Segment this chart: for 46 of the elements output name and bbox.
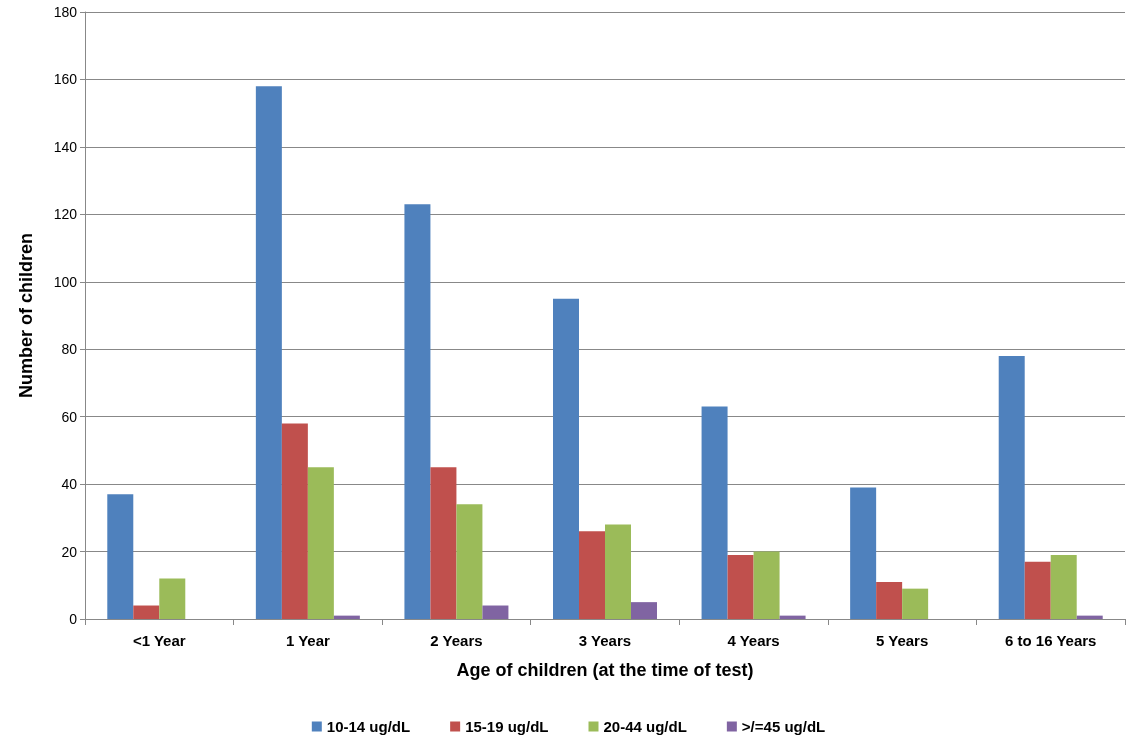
bar: [850, 487, 877, 619]
legend-label: 15-19 ug/dL: [465, 718, 549, 735]
x-tick-label: 5 Years: [876, 632, 929, 649]
bar: [605, 524, 631, 619]
bar: [876, 581, 903, 619]
y-tick-label: 140: [53, 138, 78, 155]
x-tick-label: 3 Years: [578, 632, 632, 649]
y-tick-label: 80: [61, 341, 78, 358]
bar: [456, 504, 483, 619]
y-tick-label: 160: [53, 71, 78, 88]
y-tick-label: 60: [61, 408, 78, 425]
bar: [727, 554, 754, 619]
bar: [701, 406, 728, 619]
bar: [281, 423, 308, 619]
y-tick-label: 100: [53, 273, 78, 290]
x-tick-label: 4 Years: [727, 632, 780, 649]
y-tick-label: 0: [69, 611, 78, 627]
bar: [631, 602, 657, 619]
x-tick-label: 1 Year: [285, 632, 330, 649]
bar: [307, 467, 334, 619]
y-tick-label: 20: [61, 543, 78, 560]
x-axis-title: Age of children (at the time of test): [456, 660, 754, 680]
y-tick-label: 40: [61, 476, 78, 493]
bar: [579, 531, 605, 619]
legend-label: 10-14 ug/dL: [326, 718, 411, 735]
x-tick-label: 2 Years: [430, 632, 483, 649]
bar: [998, 355, 1025, 619]
y-tick-label: 120: [53, 206, 78, 223]
y-axis-title: Number of children: [16, 232, 36, 399]
bar: [404, 204, 431, 619]
bar: [1050, 554, 1077, 619]
y-tick-label: 180: [53, 4, 78, 20]
bar: [482, 605, 509, 619]
bar: [753, 551, 780, 619]
bar: [159, 578, 186, 619]
bar: [107, 494, 134, 619]
x-tick-label: <1 Year: [132, 632, 186, 649]
x-tick-label: 6 to 16 Years: [1004, 632, 1097, 649]
bar: [430, 467, 457, 619]
legend-label: >/=45 ug/dL: [741, 718, 826, 735]
bar: [255, 86, 282, 619]
bar: [133, 605, 160, 619]
bar: [1024, 561, 1051, 619]
bar: [902, 588, 929, 619]
legend-label: 20-44 ug/dL: [603, 718, 687, 735]
bar: [553, 298, 579, 619]
